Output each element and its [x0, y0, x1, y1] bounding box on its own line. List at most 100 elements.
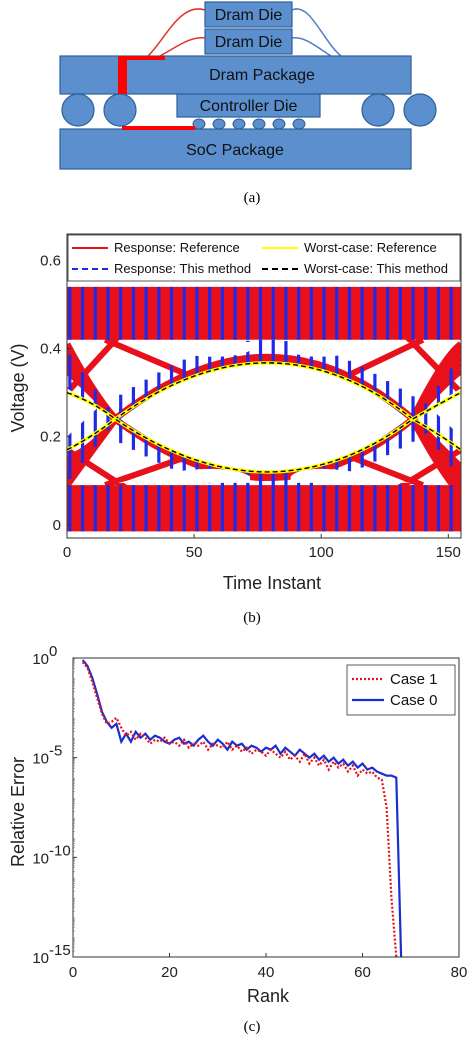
blue-stripe	[297, 343, 301, 379]
x-tick-label: 80	[451, 964, 468, 981]
edge-gap-right	[430, 388, 461, 437]
blue-stripe	[335, 355, 339, 391]
blue-stripe	[258, 485, 263, 532]
blue-stripe	[322, 350, 326, 386]
blue-stripe	[208, 286, 212, 340]
series-case-1	[81, 661, 398, 957]
blue-stripe	[436, 485, 441, 532]
blue-stripe	[119, 286, 123, 340]
blue-stripe	[309, 346, 313, 382]
y-tick-exponent: 0	[49, 643, 57, 660]
bond-wire-red-inner	[159, 37, 206, 57]
blue-stripe	[258, 339, 263, 376]
x-tick-label: 40	[258, 964, 275, 981]
blue-stripe	[182, 485, 186, 532]
band-gap	[290, 468, 411, 483]
blue-stripe	[424, 485, 428, 532]
controller-die	[176, 93, 321, 118]
eye-plot-area	[67, 286, 461, 532]
blue-stripe	[386, 381, 390, 417]
blue-stripe	[424, 286, 428, 340]
blue-stripe	[106, 286, 110, 340]
blue-stripe	[119, 485, 123, 532]
blue-stripe	[220, 345, 224, 381]
blue-stripe	[347, 485, 352, 532]
blue-stripe	[93, 286, 97, 340]
blue-stripe	[271, 485, 275, 532]
blue-stripe	[373, 286, 377, 340]
dram-die-bottom	[204, 28, 293, 55]
blue-stripe	[386, 286, 390, 340]
signal-trace	[118, 56, 195, 130]
blue-stripe	[131, 485, 136, 532]
x-tick-label: 60	[354, 964, 371, 981]
blue-stripe	[246, 340, 250, 376]
micro-bumps	[192, 118, 306, 130]
blue-stripe	[169, 286, 174, 340]
eye-opening	[120, 362, 408, 473]
x-tick-label: 50	[186, 544, 203, 561]
dram-package-label: Dram Package	[209, 67, 315, 84]
blue-stripe	[373, 485, 377, 532]
blue-stripe	[258, 456, 263, 492]
blue-stripe	[195, 286, 199, 340]
edge-gap-left	[67, 388, 98, 437]
blue-stripe	[246, 485, 250, 532]
y-tick-label: 0.6	[40, 252, 61, 269]
worst-case-this-method	[67, 362, 461, 451]
y-tick-label: 10	[32, 950, 49, 967]
y-tick-exponent: -5	[49, 743, 62, 760]
bond-wire-blue-inner	[291, 37, 332, 57]
blue-stripe	[169, 365, 174, 402]
blue-stripe	[157, 286, 161, 340]
blue-stripe	[322, 286, 326, 340]
blue-stripe	[246, 286, 250, 340]
blue-stripe	[347, 286, 352, 340]
blue-stripe	[271, 339, 275, 376]
blue-stripe	[80, 286, 85, 340]
eye-diagram-chart: 0 50 100 150 0 0.2 0.4 0.6 Response: Reference W…	[8, 233, 462, 626]
blue-stripe	[93, 389, 97, 447]
upper-transition	[67, 341, 461, 463]
blue-stripe	[386, 485, 390, 532]
soc-package	[59, 128, 412, 170]
blue-stripe	[106, 485, 110, 532]
solder-ball	[61, 93, 95, 127]
worst-case-traces	[67, 361, 461, 474]
legend-box	[67, 234, 461, 282]
blue-stripe	[284, 485, 288, 532]
blue-stripe	[169, 485, 174, 532]
y-tick-label: 0.2	[40, 429, 61, 446]
blue-stripe	[398, 413, 402, 449]
blue-stripe	[233, 286, 237, 340]
x-axis-label: Rank	[247, 986, 290, 1006]
blue-stripe	[220, 485, 224, 532]
blue-stripe	[246, 455, 250, 491]
package-diagram: Dram Die Dram Die Dram Package Controlle…	[59, 1, 437, 206]
worst-case-this-method	[67, 391, 461, 473]
blue-stripe	[68, 485, 72, 532]
error-plot-area	[81, 659, 403, 957]
blue-stripe	[233, 342, 237, 378]
blue-stripe	[309, 485, 313, 532]
band-gap	[117, 468, 251, 483]
legend-label: Response: This method	[114, 261, 251, 276]
blue-stripe	[411, 286, 415, 340]
dram-die-bottom-label: Dram Die	[215, 34, 283, 51]
x-tick-label: 150	[436, 544, 461, 561]
blue-stripe	[157, 485, 161, 532]
blue-stripe	[398, 388, 402, 424]
blue-stripe	[360, 286, 364, 340]
bond-wire-blue-outer	[291, 8, 342, 57]
blue-stripe	[208, 485, 212, 532]
legend-label: Case 0	[390, 692, 438, 709]
x-tick-label: 0	[63, 544, 71, 561]
legend: Case 1 Case 0	[346, 664, 456, 716]
band-gap	[117, 341, 251, 357]
dram-die-top-label: Dram Die	[215, 7, 283, 24]
band-gap	[290, 341, 411, 357]
blue-stripe	[297, 485, 301, 532]
blue-stripe	[360, 485, 364, 532]
